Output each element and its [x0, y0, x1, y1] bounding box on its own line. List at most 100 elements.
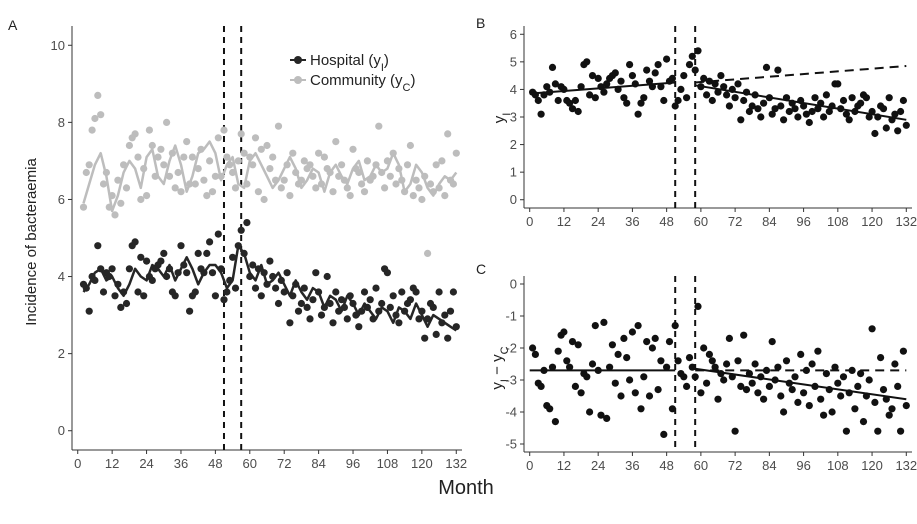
panel-a-hospital-point — [303, 303, 311, 311]
panel-c-point — [663, 363, 671, 371]
panel-c-point — [868, 325, 876, 333]
panel-b-point — [628, 72, 637, 80]
panel-b-point — [897, 107, 905, 116]
panel-a-x-tick-label: 0 — [74, 456, 81, 471]
panel-a-community-point — [338, 161, 346, 169]
panel-c-point — [857, 370, 865, 378]
panel-a-community-point — [438, 157, 446, 165]
panel-c-point — [657, 357, 665, 365]
panel-b-point — [714, 88, 722, 96]
panel-a-hospital-point — [249, 261, 257, 269]
panel-a-community-point — [237, 130, 245, 138]
panel-a-community-point — [332, 138, 340, 146]
panel-a-community-point — [134, 153, 142, 161]
panel-c-point — [839, 373, 848, 381]
legend-hospital-label: Hospital (yI) — [310, 52, 389, 74]
panel-b-point — [534, 96, 542, 105]
panel-c-point — [668, 405, 677, 413]
panel-c-point — [760, 395, 768, 403]
panel-b-point — [594, 74, 602, 82]
panel-b-pre-trend-line — [529, 81, 676, 95]
panel-label-a: A — [8, 17, 18, 33]
panel-c-point — [551, 418, 560, 426]
panel-c-post-trend-line — [695, 367, 907, 401]
panel-b-point — [879, 105, 888, 113]
panel-a-community-point — [289, 149, 297, 157]
panel-b-point — [577, 83, 585, 91]
panel-a-hospital-point — [389, 292, 397, 300]
panel-b-point — [737, 116, 745, 124]
panel-a-community-point — [441, 192, 449, 200]
panel-a-hospital-point — [306, 315, 314, 323]
panel-c-point — [854, 382, 862, 390]
panel-b-x-tick-label: 60 — [694, 214, 708, 229]
panel-c-point — [871, 398, 879, 406]
panel-a-x-tick-label: 72 — [277, 456, 291, 471]
panel-c-point — [879, 386, 888, 394]
panel-c-point — [637, 405, 645, 413]
panel-b-x-tick-label: 132 — [895, 214, 917, 229]
panel-a-community-point — [300, 157, 308, 165]
panel-a-hospital-point — [317, 311, 326, 319]
panel-a-community-point — [131, 130, 139, 138]
panel-c-point — [628, 328, 637, 336]
panel-c-point — [865, 376, 873, 384]
panel-a-community-point — [145, 126, 153, 134]
panel-b-point — [814, 105, 822, 113]
panel-a-hospital-point — [157, 257, 165, 265]
panel-a-hospital-point — [94, 242, 102, 250]
panel-b-point — [768, 110, 776, 118]
panel-a-hospital-point — [171, 292, 179, 300]
panel-a-community-point — [432, 161, 440, 169]
panel-c-x-tick-label: 120 — [861, 458, 883, 473]
panel-a-hospital-point — [429, 303, 437, 311]
panel-a-hospital-point — [137, 253, 145, 261]
panel-a-hospital-point — [117, 303, 125, 311]
panel-c-point — [537, 382, 545, 390]
panel-a-community-point — [177, 188, 185, 196]
panel-c-point — [828, 408, 836, 416]
panel-a-x-tick-label: 24 — [139, 456, 153, 471]
panel-c-point — [851, 405, 859, 413]
panel-b-point — [600, 88, 608, 96]
panel-b-point — [885, 94, 893, 102]
panel-c-x-tick-label: 36 — [625, 458, 639, 473]
panel-a-community-point — [183, 138, 191, 146]
panel-b-point — [771, 105, 779, 113]
panel-b-point — [822, 91, 831, 99]
panel-c-x-tick-label: 60 — [694, 458, 708, 473]
panel-b-point — [845, 116, 853, 124]
panel-c-point — [546, 405, 554, 413]
panel-a-community-point — [406, 141, 414, 150]
legend-community-label: Community (yC) — [310, 72, 415, 94]
panel-c-point — [742, 386, 751, 394]
panel-b-post-trend-line — [695, 84, 907, 121]
panel-b-point — [668, 74, 677, 82]
panel-b-x-tick-label: 24 — [591, 214, 605, 229]
panel-label-c: C — [476, 261, 486, 277]
panel-a-hospital-point — [125, 265, 133, 273]
panel-a-community-point — [343, 184, 351, 192]
panel-b-x-tick-label: 48 — [659, 214, 673, 229]
panel-b-point — [551, 80, 560, 88]
panel-a-hospital-point — [312, 269, 320, 277]
panel-a-community-point — [82, 168, 90, 177]
panel-b-point — [802, 110, 811, 118]
panel-a-hospital-point — [160, 249, 168, 257]
panel-b-counterfactual-line — [695, 65, 907, 84]
panel-a-community-point — [174, 168, 182, 177]
panel-b-point — [626, 61, 634, 69]
panel-a-hospital-point — [432, 330, 440, 338]
panel-a-community-point — [277, 184, 285, 192]
panel-c-point — [660, 430, 668, 438]
panel-c-point — [894, 382, 902, 390]
panel-b-point — [717, 72, 725, 80]
panel-b-y-tick-label: 3 — [510, 110, 517, 125]
panel-a-hospital-smooth-line — [82, 244, 457, 332]
panel-c-point — [814, 347, 822, 355]
panel-a-community-point — [223, 153, 231, 161]
panel-a-community-point — [418, 195, 426, 204]
panel-c-point — [577, 389, 585, 397]
panel-b-point — [891, 110, 899, 118]
panel-c-point — [623, 354, 631, 362]
